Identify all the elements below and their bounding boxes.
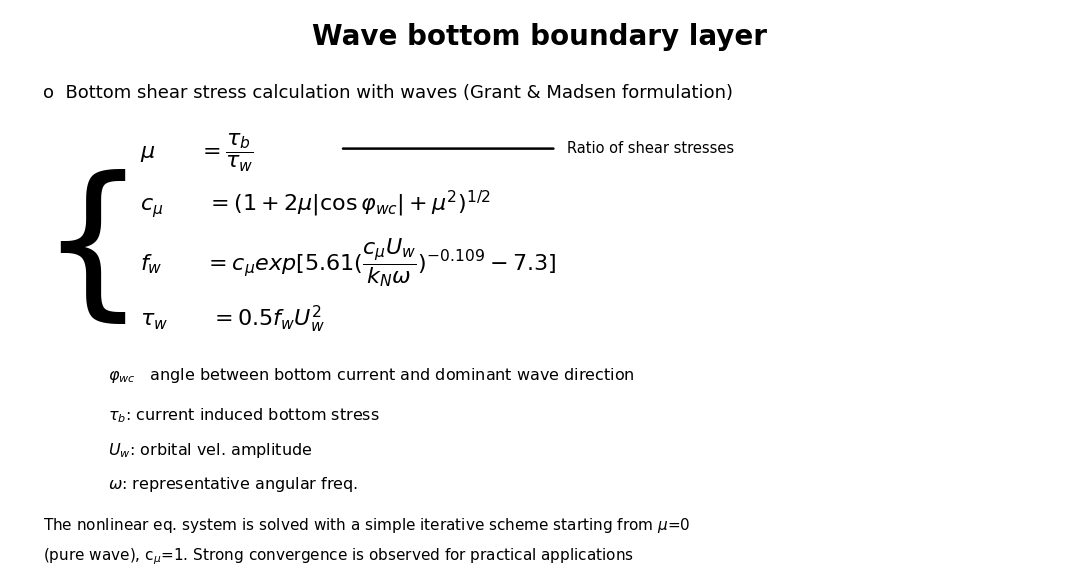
Text: The nonlinear eq. system is solved with a simple iterative scheme starting from : The nonlinear eq. system is solved with … — [43, 516, 691, 535]
Text: Wave bottom boundary layer: Wave bottom boundary layer — [312, 23, 768, 51]
Text: $c_\mu \qquad = (1 + 2\mu|\cos\varphi_{wc}| + \mu^2)^{1/2}$: $c_\mu \qquad = (1 + 2\mu|\cos\varphi_{w… — [140, 188, 491, 221]
Text: $\omega$: representative angular freq.: $\omega$: representative angular freq. — [108, 475, 359, 494]
Text: $f_w \qquad = c_\mu exp[5.61(\dfrac{c_\mu U_w}{k_N\omega})^{-0.109} - 7.3]$: $f_w \qquad = c_\mu exp[5.61(\dfrac{c_\m… — [140, 236, 556, 289]
Text: $\mu \qquad = \dfrac{\tau_b}{\tau_w}$: $\mu \qquad = \dfrac{\tau_b}{\tau_w}$ — [140, 131, 254, 174]
Text: Ratio of shear stresses: Ratio of shear stresses — [567, 141, 734, 156]
Text: $\varphi_{wc}$   angle between bottom current and dominant wave direction: $\varphi_{wc}$ angle between bottom curr… — [108, 366, 635, 385]
Text: o  Bottom shear stress calculation with waves (Grant & Madsen formulation): o Bottom shear stress calculation with w… — [43, 84, 733, 101]
Text: {: { — [39, 169, 145, 332]
Text: (pure wave), c$_{\mu}$=1. Strong convergence is observed for practical applicati: (pure wave), c$_{\mu}$=1. Strong converg… — [43, 546, 634, 567]
Text: $\tau_b$: current induced bottom stress: $\tau_b$: current induced bottom stress — [108, 406, 380, 425]
Text: $U_w$: orbital vel. amplitude: $U_w$: orbital vel. amplitude — [108, 441, 312, 460]
Text: $\tau_w \qquad = 0.5 f_w U_w^2$: $\tau_w \qquad = 0.5 f_w U_w^2$ — [140, 304, 325, 335]
